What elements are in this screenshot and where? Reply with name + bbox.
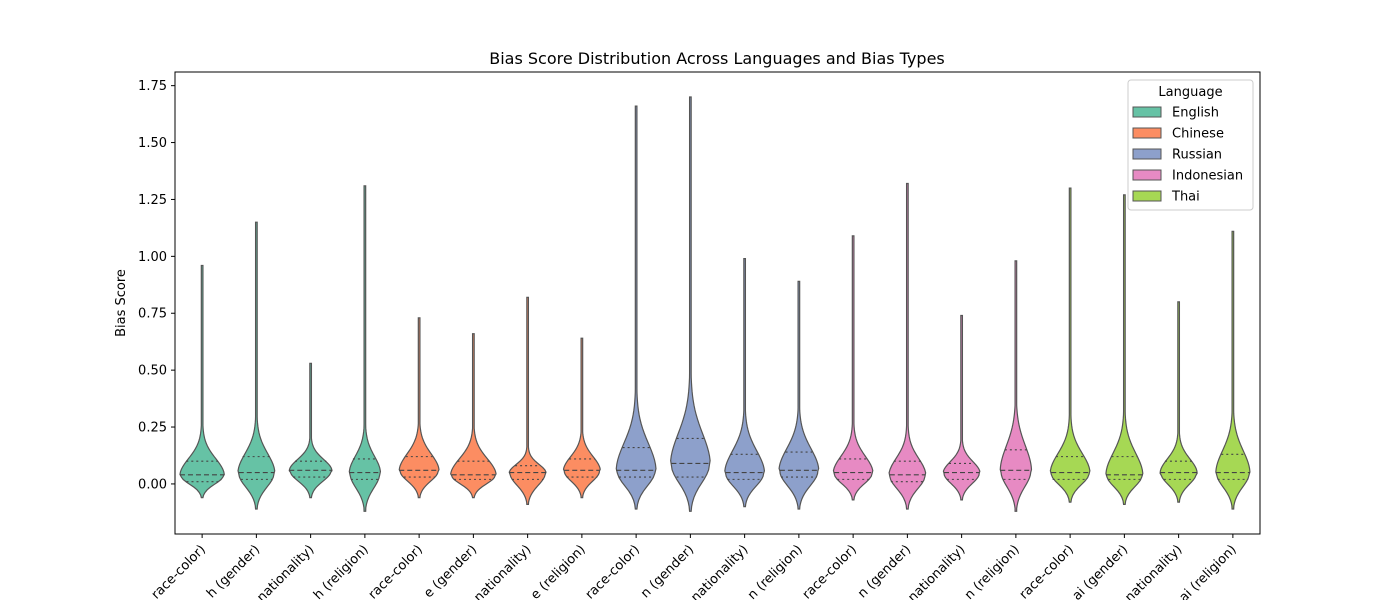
legend: Language English Chinese Russian Indonesian T… [1127, 79, 1254, 211]
violin-body [832, 235, 874, 501]
violin-thai-religion [1215, 230, 1251, 510]
x-tick-label: n (gender) [855, 542, 914, 600]
violin-russian-religion [778, 280, 820, 510]
violin-chinese-race-color [398, 317, 440, 499]
x-tick-label: ai (gender) [1070, 542, 1131, 600]
plot-area [174, 71, 1261, 535]
x-tick-label: e (gender) [421, 542, 480, 600]
y-tick-label: 1.75 [138, 79, 167, 94]
y-tick-label: 1.00 [138, 250, 167, 265]
violin-body [999, 260, 1033, 512]
violin-indonesian-nationality [942, 314, 981, 501]
legend-label-russian: Russian [1172, 148, 1222, 163]
legend-label-chinese: Chinese [1172, 127, 1224, 142]
legend-swatch-indonesian [1132, 169, 1162, 181]
violin-body [1215, 230, 1251, 510]
violin-body [398, 317, 440, 499]
legend-swatch-english [1132, 106, 1162, 118]
legend-label-thai: Thai [1171, 190, 1200, 205]
x-tick-label: race-color) [366, 542, 426, 600]
violin-body [562, 337, 601, 499]
violin-body [942, 314, 981, 501]
violin-russian-gender [670, 96, 711, 512]
plot-background [175, 72, 1260, 534]
x-tick-label: h (religion) [311, 542, 372, 600]
violin-indonesian-race-color [832, 235, 874, 501]
violin-russian-race-color [615, 105, 657, 510]
violin-english-religion [348, 185, 382, 512]
x-tick-label: h (gender) [204, 542, 263, 600]
violin-body [615, 105, 657, 510]
violin-body [179, 264, 225, 499]
violin-body [237, 221, 276, 510]
violin-chinese-religion [562, 337, 601, 499]
y-tick-label: 1.25 [138, 193, 167, 208]
legend-title: Language [1158, 85, 1222, 100]
legend-label-english: English [1172, 106, 1219, 121]
y-axis-label: Bias Score [114, 269, 129, 337]
violin-thai-race-color [1049, 187, 1091, 503]
violin-body [888, 182, 927, 510]
x-tick-label: race-color) [1017, 542, 1077, 600]
violin-body [670, 96, 711, 512]
x-tick-label: nationality) [905, 542, 968, 600]
violin-indonesian-religion [999, 260, 1033, 512]
x-tick-label: n (gender) [638, 542, 697, 600]
x-tick-label: race-color) [149, 542, 209, 600]
x-tick-label: nationality) [1122, 542, 1185, 600]
x-tick-label: ai (religion) [1177, 542, 1240, 600]
y-tick-label: 0.75 [138, 307, 167, 322]
violin-body [508, 296, 547, 506]
violin-body [1049, 187, 1091, 503]
violin-body [778, 280, 820, 510]
x-tick-label: race-color) [800, 542, 860, 600]
violin-thai-nationality [1159, 301, 1198, 503]
axes-frame [174, 71, 1261, 535]
violin-thai-gender [1105, 194, 1144, 506]
x-tick-label: nationality) [688, 542, 751, 600]
x-axis: race-color)h (gender)nationality)h (reli… [149, 534, 1240, 600]
legend-swatch-thai [1132, 190, 1162, 202]
violin-english-nationality [288, 362, 333, 499]
y-tick-label: 0.25 [138, 421, 167, 436]
violin-english-gender [237, 221, 276, 510]
y-tick-label: 0.00 [138, 477, 167, 492]
violin-body [288, 362, 333, 499]
x-tick-label: e (religion) [528, 542, 589, 600]
y-tick-label: 0.50 [138, 364, 167, 379]
violin-body [348, 185, 382, 512]
legend-swatch-chinese [1132, 127, 1162, 139]
y-tick-label: 1.50 [138, 136, 167, 151]
violin-chinese-nationality [508, 296, 547, 506]
violin-chinese-gender [450, 333, 497, 499]
violin-body [1159, 301, 1198, 503]
x-tick-label: n (religion) [962, 542, 1023, 600]
violin-body [450, 333, 497, 499]
violin-english-race-color [179, 264, 225, 499]
violin-indonesian-gender [888, 182, 927, 510]
legend-swatch-russian [1132, 148, 1162, 160]
y-axis: 0.00 0.25 0.50 0.75 1.00 1.25 1.50 1.75 [138, 79, 175, 492]
x-tick-label: race-color) [583, 542, 643, 600]
violin-body [1105, 194, 1144, 506]
x-tick-label: nationality) [471, 542, 534, 600]
x-tick-label: n (religion) [745, 542, 806, 600]
chart-title: Bias Score Distribution Across Languages… [489, 49, 945, 68]
legend-label-indonesian: Indonesian [1172, 169, 1243, 184]
violin-russian-nationality [724, 258, 766, 508]
x-tick-label: nationality) [254, 542, 317, 600]
violin-body [724, 258, 766, 508]
